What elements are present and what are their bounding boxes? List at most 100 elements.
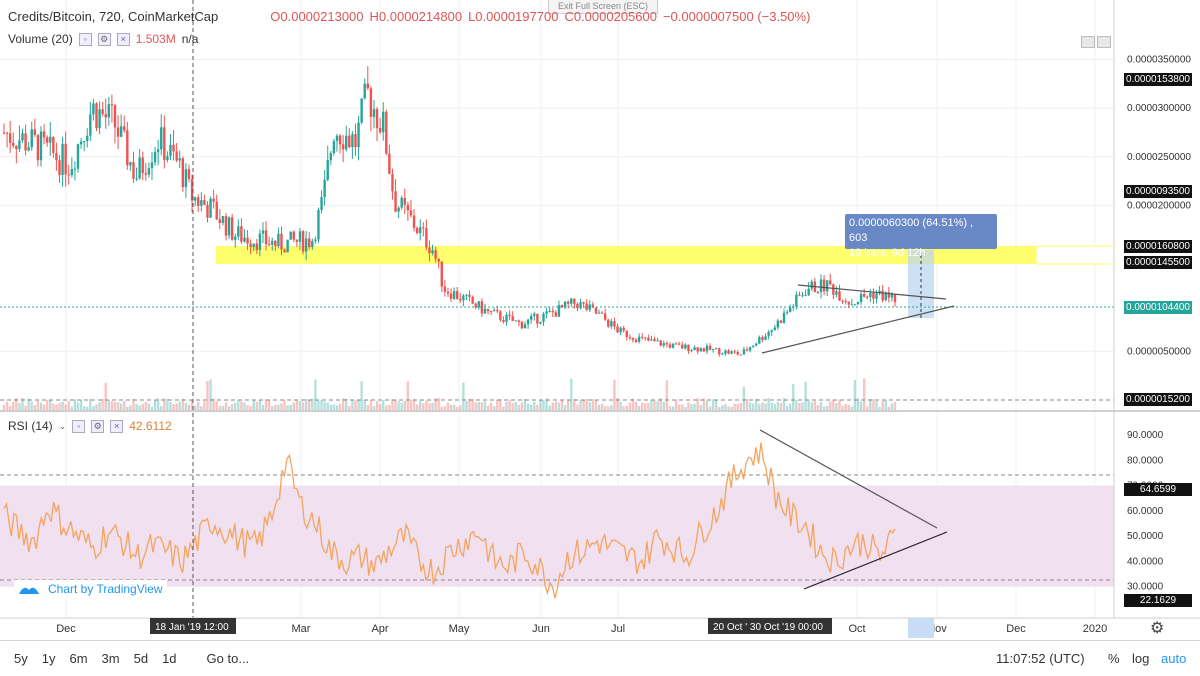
chart-canvas[interactable]: 0.0000350000 0.0000300000 0.0000250000 0.00… [0, 0, 1200, 640]
candle-body [773, 327, 776, 331]
volume-bar [628, 402, 632, 410]
volume-bar [434, 398, 437, 410]
volume-label[interactable]: Volume (20) [8, 32, 73, 46]
close-icon[interactable]: × [110, 419, 124, 433]
rsi-triangle-lower[interactable] [803, 531, 948, 590]
candle-body [619, 327, 622, 333]
volume-bar [329, 404, 333, 410]
goto-button[interactable]: Go to... [206, 651, 250, 666]
volume-bar [301, 402, 305, 410]
volume-bar [705, 400, 709, 410]
candle-body [224, 216, 228, 236]
rsi-label[interactable]: RSI (14) [8, 419, 53, 433]
volume-bar [755, 398, 758, 410]
chevron-down-icon[interactable]: ⌄ [58, 420, 67, 431]
timeframe-1d[interactable]: 1d [162, 651, 177, 666]
volume-bar [382, 400, 385, 410]
candle-body [181, 158, 185, 188]
symbol-title[interactable]: Credits/Bitcoin, 720, CoinMarketCap [8, 9, 219, 24]
price-triangle-upper[interactable] [797, 284, 947, 300]
volume-bar [21, 398, 24, 410]
volume-bar [209, 379, 212, 410]
volume-bar [166, 398, 169, 410]
volume-bar [449, 404, 453, 410]
settings-small-icon[interactable]: ⚙ [97, 32, 111, 46]
candle-body [52, 136, 55, 153]
candle-body [687, 344, 690, 351]
pane-collapse-icon[interactable] [1081, 36, 1095, 48]
volume-bar [391, 399, 394, 410]
timeframe-3m[interactable]: 3m [101, 651, 120, 666]
volume-bar [582, 400, 585, 410]
timeframe-6m[interactable]: 6m [69, 651, 88, 666]
candle-body [736, 352, 739, 355]
timeframe-5y[interactable]: 5y [14, 651, 28, 666]
close-icon[interactable]: × [116, 32, 130, 46]
volume-bar [508, 400, 511, 410]
volume-bar [156, 398, 160, 410]
settings-small-icon[interactable]: ⚙ [91, 419, 105, 433]
volume-bar [825, 405, 829, 410]
timeframe-5d[interactable]: 5d [133, 651, 149, 666]
candlestick-series [2, 66, 897, 357]
percent-toggle[interactable]: % [1108, 651, 1120, 666]
volume-bar [619, 401, 622, 410]
price-axis-ticks: 0.0000350000 0.0000300000 0.0000250000 0.00… [1127, 55, 1191, 358]
volume-bar [264, 399, 268, 410]
hide-icon[interactable]: ◦ [78, 32, 92, 46]
settings-icon[interactable]: ⚙ [1150, 620, 1164, 637]
volume-bar [440, 406, 443, 410]
volume-bar [570, 378, 573, 410]
candle-body [449, 293, 453, 299]
candle-body [576, 303, 579, 309]
volume-bar [397, 401, 400, 410]
measure-line1: 0.0000060300 (64.51%) , 603 [849, 217, 974, 244]
volume-bar [258, 400, 262, 410]
candle-body [705, 345, 709, 352]
volume-bar [61, 401, 64, 410]
log-toggle[interactable]: log [1132, 651, 1150, 666]
exit-fullscreen-button[interactable]: Exit Full Screen (ESC) [548, 0, 658, 14]
candle-body [523, 324, 527, 329]
price-triangle-lower[interactable] [761, 305, 955, 354]
candle-body [625, 330, 628, 338]
auto-toggle[interactable]: auto [1161, 651, 1187, 666]
volume-bar [792, 384, 795, 410]
tradingview-branding[interactable]: Chart by TradingView [14, 580, 167, 598]
rsi-axis-ticks: 90.000080.000070.000060.000050.000040.00… [1127, 430, 1164, 593]
support-zone[interactable] [216, 246, 1036, 264]
volume-bar [659, 398, 662, 410]
candle-body [443, 286, 447, 292]
volume-bar [511, 402, 514, 410]
utc-clock[interactable]: 11:07:52 (UTC) [996, 651, 1085, 666]
timeframe-1y[interactable]: 1y [41, 651, 56, 666]
volume-bar [132, 398, 135, 410]
volume-bar [289, 404, 292, 410]
candle-body [101, 109, 104, 115]
volume-bar [708, 406, 712, 410]
time-axis-ticks: Dec Mar Apr May Jun Jul Oct Nov Dec 2020 [56, 623, 1107, 635]
rsi-triangle-upper[interactable] [759, 429, 938, 529]
candle-body [308, 238, 311, 248]
candle-body [12, 142, 15, 146]
candle-body [8, 133, 12, 143]
volume-bar [859, 401, 863, 410]
volume-bar [169, 401, 172, 410]
hide-icon[interactable]: ◦ [72, 419, 86, 433]
candle-body [240, 226, 243, 242]
pane-maximize-icon[interactable] [1097, 36, 1111, 48]
volume-bar [622, 406, 625, 410]
candle-body [551, 310, 554, 313]
volume-bar [847, 404, 850, 410]
candle-body [841, 300, 844, 302]
volume-bar [767, 398, 770, 410]
candle-body [163, 127, 166, 161]
volume-bar [175, 403, 178, 410]
candle-body [431, 250, 434, 254]
volume-bar [875, 401, 878, 410]
crosshair-time-right: 20 Oct ' 30 Oct '19 00:00 [713, 622, 823, 633]
volume-bar [261, 404, 265, 410]
candle-body [847, 301, 850, 305]
candle-body [560, 305, 564, 308]
candle-body [634, 339, 638, 342]
